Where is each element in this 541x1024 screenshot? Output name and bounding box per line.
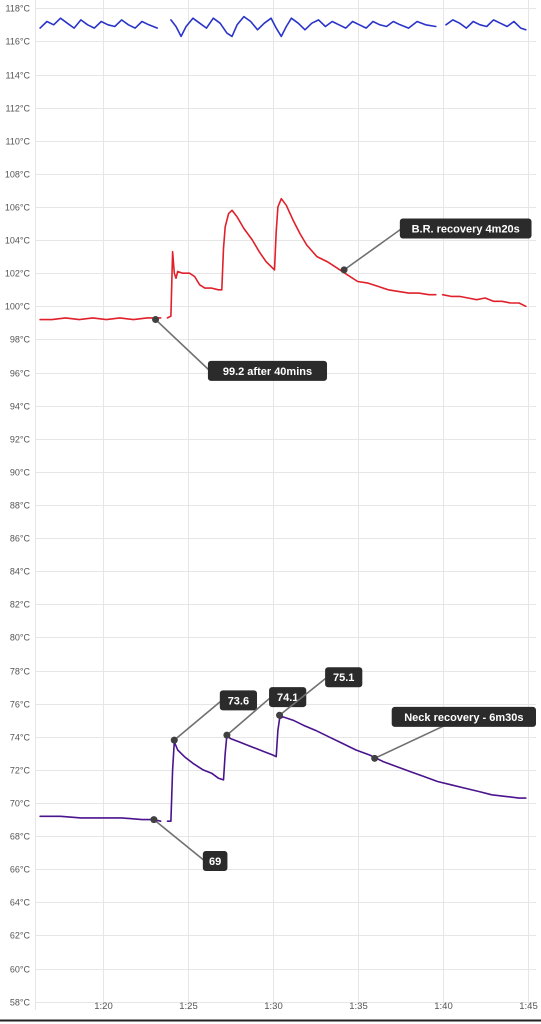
- annotation-leader: [226, 696, 272, 736]
- y-tick-label: 110°C: [6, 137, 31, 147]
- annotation-point: [340, 266, 348, 274]
- y-tick-label: 88°C: [10, 501, 31, 511]
- y-tick-label: 92°C: [10, 435, 31, 445]
- x-tick-label: 1:45: [519, 1001, 538, 1012]
- annotation-leader: [155, 318, 211, 372]
- annotation-point: [170, 736, 178, 744]
- x-tick-label: 1:20: [94, 1001, 113, 1012]
- y-tick-label: 84°C: [10, 567, 31, 577]
- annotation-label-box: [325, 667, 363, 688]
- series-lines: [39, 15, 527, 822]
- annotation-label: 75.1: [333, 672, 354, 684]
- annotation-leader: [279, 676, 328, 716]
- annotation-label: 73.6: [228, 695, 249, 707]
- y-axis-ticks: 58°C 60°C 62°C 64°C 66°C 68°C 70°C 72°C 74°C 76°C…: [5, 4, 31, 1008]
- annotation-label-box: [399, 218, 532, 239]
- y-tick-label: 108°C: [5, 170, 31, 180]
- y-tick-label: 70°C: [10, 799, 31, 809]
- annotation-point: [150, 816, 158, 824]
- annotation-leader: [173, 699, 223, 741]
- annotation-point: [371, 754, 379, 762]
- y-tick-label: 86°C: [10, 534, 31, 544]
- y-tick-label: 76°C: [10, 700, 31, 710]
- x-tick-label: 1:30: [264, 1001, 283, 1012]
- x-tick-label: 1:35: [349, 1001, 368, 1012]
- annotation-label: 69: [209, 856, 221, 868]
- y-tick-label: 78°C: [10, 667, 31, 677]
- y-tick-label: 64°C: [10, 898, 31, 908]
- annotation-label: Neck recovery - 6m30s: [404, 712, 523, 724]
- annotation-label: 74.1: [277, 692, 298, 704]
- y-tick-label: 80°C: [10, 633, 31, 643]
- y-tick-label: 114°C: [6, 71, 31, 81]
- annotations: 99.2 after 40mins B.R. recovery 4m20s 73.6…: [150, 218, 536, 871]
- series-line-segment: [166, 716, 527, 822]
- series-line-segment: [39, 17, 159, 29]
- x-tick-label: 1:40: [434, 1001, 453, 1012]
- y-tick-label: 60°C: [10, 965, 31, 975]
- x-tick-label: 1:25: [179, 1001, 198, 1012]
- annotation-label: 99.2 after 40mins: [223, 366, 312, 378]
- annotation-label-box: [207, 360, 328, 381]
- y-tick-label: 104°C: [5, 236, 31, 246]
- y-tick-label: 112°C: [6, 104, 31, 114]
- y-tick-label: 98°C: [10, 335, 31, 345]
- annotation-point: [152, 316, 160, 324]
- y-tick-label: 116°C: [6, 37, 31, 47]
- annotation-leader: [153, 818, 206, 862]
- series-line-segment: [39, 317, 162, 321]
- series-line-segment: [445, 19, 527, 31]
- annotation-label-box: [202, 850, 228, 871]
- annotation-label-box: [219, 690, 258, 711]
- annotation-label-box: [391, 706, 536, 727]
- y-tick-label: 102°C: [5, 269, 31, 279]
- y-tick-label: 118°C: [6, 4, 31, 14]
- x-axis-ticks: 1:20 1:25 1:30 1:35 1:40 1:45: [94, 1001, 538, 1012]
- series-line-segment: [170, 15, 437, 38]
- y-tick-label: 90°C: [10, 468, 31, 478]
- annotation-point: [276, 711, 284, 719]
- y-tick-label: 62°C: [10, 931, 31, 941]
- gridlines: [35, 0, 536, 1010]
- annotation-point: [223, 731, 231, 739]
- y-tick-label: 96°C: [10, 369, 31, 379]
- series-line-segment: [166, 197, 437, 319]
- y-tick-label: 100°C: [5, 302, 31, 312]
- y-tick-label: 106°C: [5, 203, 31, 213]
- annotation-leader: [343, 227, 403, 271]
- series-line-segment: [441, 293, 527, 308]
- y-tick-label: 66°C: [10, 865, 31, 875]
- y-tick-label: 94°C: [10, 402, 31, 412]
- y-tick-label: 68°C: [10, 832, 31, 842]
- y-tick-label: 82°C: [10, 600, 31, 610]
- y-tick-label: 72°C: [10, 766, 31, 776]
- annotation-label: B.R. recovery 4m20s: [412, 223, 520, 235]
- y-tick-label: 74°C: [10, 733, 31, 743]
- y-tick-label: 58°C: [10, 998, 31, 1008]
